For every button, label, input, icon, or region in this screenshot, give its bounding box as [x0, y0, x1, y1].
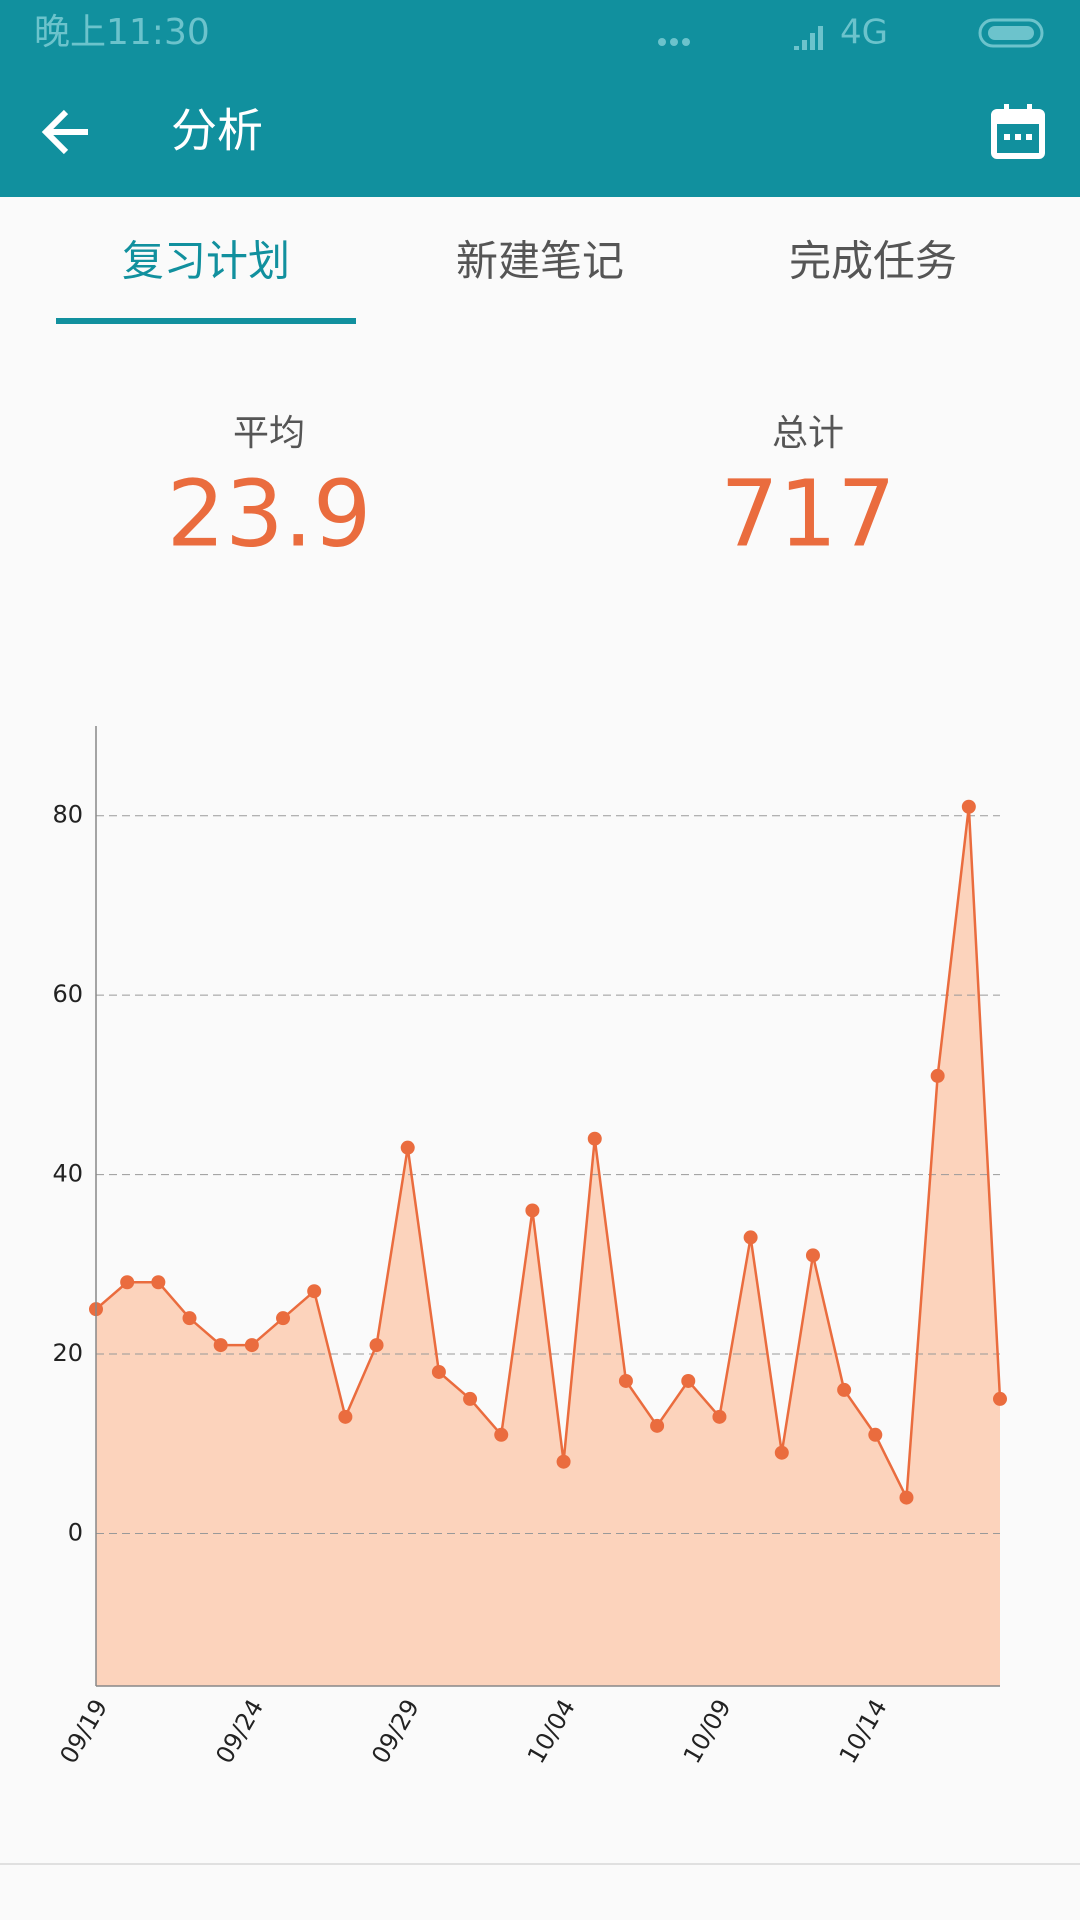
point — [463, 1391, 478, 1406]
point — [899, 1490, 914, 1505]
point — [618, 1373, 633, 1388]
point — [338, 1409, 353, 1424]
status-network: 4G — [840, 13, 888, 53]
x-tick-label: 09/24 — [210, 1695, 269, 1769]
x-tick-label: 10/09 — [678, 1695, 737, 1769]
point — [120, 1275, 135, 1290]
point — [151, 1275, 166, 1290]
area — [96, 806, 1000, 1686]
point — [743, 1230, 758, 1245]
tab-indicator — [56, 318, 356, 324]
point — [525, 1203, 540, 1218]
point — [587, 1131, 602, 1146]
app-bar-bg — [0, 0, 1080, 197]
x-tick-label: 09/29 — [366, 1695, 425, 1769]
stat-value: 717 — [720, 460, 896, 567]
point — [993, 1391, 1007, 1406]
back-button[interactable] — [41, 109, 88, 155]
y-tick-label: 40 — [52, 1160, 83, 1188]
y-tick-label: 0 — [68, 1518, 83, 1546]
point — [930, 1068, 945, 1083]
tab[interactable]: 复习计划 — [122, 237, 290, 286]
point — [556, 1454, 571, 1469]
status-icons — [658, 18, 1044, 50]
point — [276, 1311, 291, 1326]
x-tick-label: 09/19 — [54, 1695, 113, 1769]
x-tick-label: 10/04 — [522, 1695, 581, 1769]
point — [774, 1445, 789, 1460]
status-time: 晚上11:30 — [34, 12, 210, 53]
y-tick-label: 60 — [52, 980, 83, 1008]
point — [244, 1338, 259, 1353]
point — [868, 1427, 883, 1442]
point — [494, 1427, 509, 1442]
point — [712, 1409, 727, 1424]
calendar-button[interactable] — [991, 104, 1045, 159]
point — [182, 1311, 197, 1326]
point — [369, 1338, 384, 1353]
point — [400, 1140, 415, 1155]
point — [213, 1338, 228, 1353]
x-tick-label: 10/14 — [834, 1695, 893, 1769]
point — [961, 799, 976, 814]
point — [650, 1418, 665, 1433]
stat-value: 23.9 — [167, 460, 372, 567]
stat-label: 平均 — [233, 413, 305, 454]
point — [681, 1373, 696, 1388]
point — [307, 1284, 322, 1299]
y-tick-label: 20 — [52, 1339, 83, 1367]
stat-label: 总计 — [772, 413, 844, 454]
tab[interactable]: 完成任务 — [789, 237, 957, 286]
point — [431, 1364, 446, 1379]
y-tick-label: 80 — [52, 801, 83, 829]
point — [805, 1248, 820, 1263]
point — [837, 1382, 852, 1397]
app-title: 分析 — [171, 104, 263, 158]
tab[interactable]: 新建笔记 — [456, 237, 624, 286]
